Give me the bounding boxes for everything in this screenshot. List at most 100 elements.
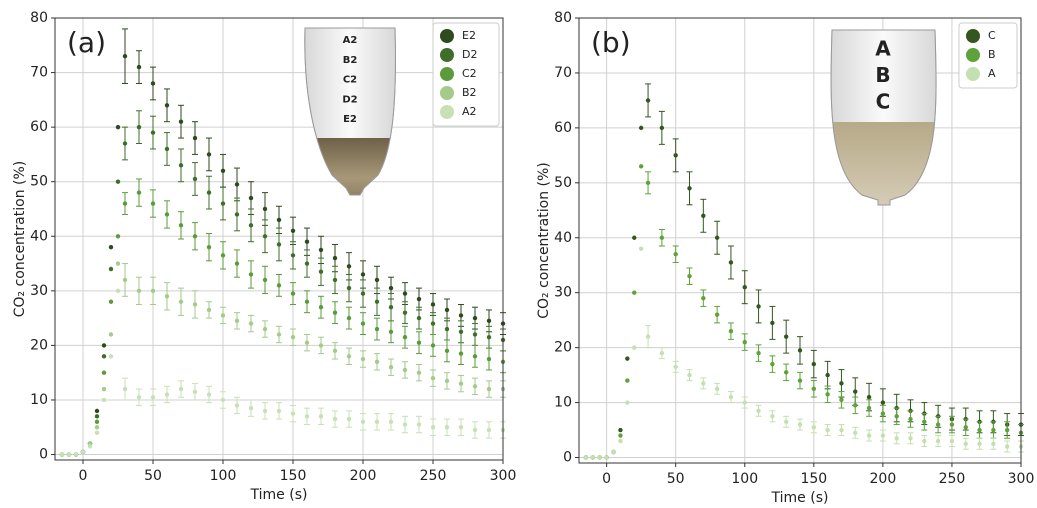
data-point: [94, 408, 100, 414]
data-point: [262, 277, 268, 283]
data-point: [977, 441, 982, 446]
data-point: [318, 269, 324, 274]
x-tick-label: 300: [1008, 471, 1035, 487]
data-point: [220, 253, 226, 258]
data-point: [150, 130, 156, 135]
data-point: [977, 427, 982, 433]
data-point: [430, 375, 436, 381]
data-point: [853, 430, 858, 435]
data-point: [248, 272, 254, 277]
data-point: [472, 332, 478, 337]
data-point: [206, 190, 212, 195]
legend-marker: [440, 67, 454, 81]
data-point: [164, 146, 170, 152]
glass-label: A: [875, 37, 891, 61]
data-point: [866, 405, 872, 411]
data-point: [101, 370, 107, 375]
data-point: [853, 389, 858, 394]
legend-label: A2: [462, 105, 477, 118]
data-point: [234, 212, 240, 217]
x-tick-label: 250: [939, 471, 966, 487]
glass-label: D2: [342, 94, 357, 105]
y-tick-label: 40: [554, 230, 572, 246]
glass-label: C2: [343, 75, 357, 86]
legend-label: C2: [462, 67, 477, 80]
data-point: [304, 261, 310, 266]
legend-marker: [440, 105, 454, 119]
data-point: [402, 335, 408, 340]
data-point: [115, 261, 121, 266]
glass-label: B: [875, 63, 890, 87]
data-point: [318, 414, 324, 419]
data-point: [645, 334, 651, 339]
data-point: [122, 53, 128, 59]
data-point: [880, 411, 886, 416]
data-point: [388, 305, 394, 310]
data-point: [673, 153, 678, 158]
data-point: [486, 335, 492, 340]
data-point: [108, 332, 114, 337]
x-tick-label: 200: [350, 468, 377, 484]
data-point: [402, 310, 408, 315]
data-point: [276, 242, 282, 247]
data-point: [430, 321, 436, 326]
data-point: [922, 438, 927, 444]
data-point: [687, 274, 692, 279]
y-axis-label: CO₂ concentration (%): [536, 162, 552, 319]
legend-label: B: [988, 48, 996, 61]
data-point: [618, 433, 623, 438]
data-point: [444, 348, 450, 354]
data-point: [811, 425, 817, 430]
data-point: [458, 329, 464, 334]
data-point: [94, 419, 100, 425]
x-axis-label: Time (s): [771, 490, 829, 506]
data-point: [262, 408, 268, 414]
data-point: [248, 321, 254, 326]
legend-marker: [440, 48, 454, 62]
data-point: [714, 312, 720, 317]
data-point: [346, 315, 352, 321]
glass-label: A2: [343, 35, 358, 46]
data-point: [360, 291, 366, 296]
data-point: [115, 179, 121, 184]
data-point: [192, 135, 198, 141]
data-point: [346, 354, 352, 359]
data-point: [894, 436, 899, 441]
data-point: [416, 315, 422, 321]
data-point: [714, 386, 720, 392]
data-point: [136, 64, 142, 70]
data-point: [486, 427, 492, 433]
data-point: [742, 339, 747, 345]
data-point: [220, 397, 226, 403]
plot-frame: [578, 17, 1022, 464]
data-point: [458, 313, 464, 318]
data-point: [346, 264, 352, 269]
data-point: [963, 425, 968, 430]
data-point: [880, 433, 886, 438]
data-point: [360, 321, 366, 326]
data-point: [825, 392, 830, 397]
x-tick-label: 0: [602, 471, 611, 487]
data-point: [122, 201, 128, 206]
data-point: [632, 345, 637, 350]
data-point: [164, 212, 170, 217]
data-point: [290, 291, 296, 296]
legend-label: B2: [462, 86, 477, 99]
data-point: [136, 124, 142, 130]
data-point: [839, 381, 844, 386]
data-point: [94, 430, 100, 435]
data-point: [388, 285, 394, 291]
data-point: [728, 260, 734, 265]
data-point: [638, 246, 644, 251]
data-point: [472, 384, 478, 389]
data-point: [304, 414, 310, 419]
data-point: [150, 81, 156, 86]
y-tick-label: 40: [30, 228, 48, 244]
data-point: [472, 427, 478, 433]
data-point: [402, 422, 408, 427]
data-point: [108, 244, 114, 250]
data-point: [728, 394, 734, 400]
data-point: [304, 299, 310, 304]
legend-label: C: [988, 29, 996, 42]
data-point: [234, 403, 240, 408]
